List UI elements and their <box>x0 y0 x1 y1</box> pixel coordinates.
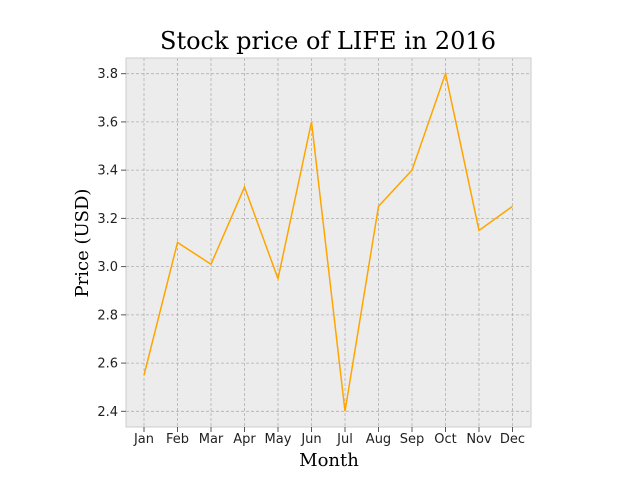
x-axis-label: Month <box>299 450 359 471</box>
x-tick-label: Jan <box>133 432 154 447</box>
y-tick-label: 3.6 <box>97 115 118 130</box>
x-tick-label: Jul <box>336 432 353 447</box>
y-tick-label: 3.8 <box>97 67 118 82</box>
y-tick-label: 2.6 <box>97 357 118 372</box>
x-tick-label: Aug <box>366 432 391 447</box>
x-tick-label: Dec <box>500 432 525 447</box>
x-tick-label: Mar <box>199 432 224 447</box>
x-tick-label: Apr <box>233 432 256 447</box>
x-tick-label: May <box>265 432 292 447</box>
y-tick-label: 3.2 <box>97 212 118 227</box>
y-axis-label: Price (USD) <box>72 189 93 298</box>
y-tick-label: 2.8 <box>97 308 118 323</box>
plot-background <box>126 58 531 427</box>
y-tick-label: 2.4 <box>97 405 118 420</box>
x-tick-label: Oct <box>434 432 456 447</box>
y-tick-label: 3.0 <box>97 260 118 275</box>
chart-title: Stock price of LIFE in 2016 <box>160 27 496 55</box>
series-line <box>143 70 513 412</box>
plot-area: Jan Feb Mar Apr May Jun Jul Aug Sep Oct Nov Dec 2.4 2… <box>97 57 532 447</box>
x-tick-label: Jun <box>300 432 321 447</box>
plot-frame <box>125 57 532 428</box>
y-tick-label: 3.4 <box>97 164 118 179</box>
x-tick-label: Feb <box>166 432 189 447</box>
x-tick-label: Sep <box>400 432 425 447</box>
x-tick-label: Nov <box>466 432 492 447</box>
